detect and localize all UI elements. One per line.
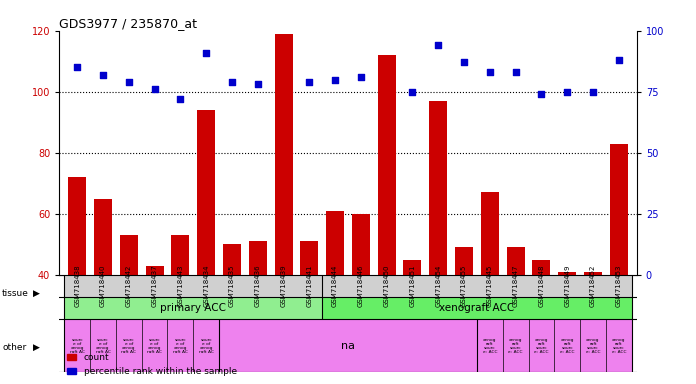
Text: sourc
e of
xenog
raft AC: sourc e of xenog raft AC [147,338,162,354]
Text: GSM718452: GSM718452 [590,265,596,307]
Bar [248,241,267,275]
Text: sourc
e of
xenog
raft AC: sourc e of xenog raft AC [199,338,214,354]
Text: GSM718451: GSM718451 [409,265,416,307]
Bar [197,110,215,275]
Text: primary ACC: primary ACC [160,303,226,313]
Text: GSM718447: GSM718447 [513,265,519,307]
Bar [68,177,86,275]
Bar [120,235,138,275]
Bar [429,101,448,275]
Point [356,74,367,80]
Text: GSM718437: GSM718437 [152,265,157,307]
Point [459,60,470,66]
Text: GSM718439: GSM718439 [280,265,287,307]
Text: GSM718453: GSM718453 [616,265,622,307]
Text: xenog
raft
sourc
e: ACC: xenog raft sourc e: ACC [560,338,574,354]
Bar [532,260,551,275]
Legend: count, percentile rank within the sample: count, percentile rank within the sample [63,350,240,379]
Point [97,71,109,78]
Bar [558,272,576,275]
Text: GSM718444: GSM718444 [332,265,338,307]
Point [149,86,160,93]
Point [72,64,83,70]
Bar [455,247,473,275]
Text: GSM718438: GSM718438 [74,265,80,307]
Text: xenograft ACC: xenograft ACC [439,303,514,313]
Bar [610,144,628,275]
Text: na: na [341,341,355,351]
Text: GSM718450: GSM718450 [383,265,390,307]
Text: xenog
raft
sourc
e: ACC: xenog raft sourc e: ACC [508,338,523,354]
Bar [352,214,370,275]
Bar [507,247,525,275]
Text: sourc
e of
xenog
raft AC: sourc e of xenog raft AC [173,338,188,354]
Point [175,96,186,102]
Text: xenog
raft
sourc
e: ACC: xenog raft sourc e: ACC [586,338,600,354]
Bar [300,241,318,275]
Text: xenog
raft
sourc
e: ACC: xenog raft sourc e: ACC [534,338,548,354]
Text: GSM718435: GSM718435 [229,265,235,307]
Point [407,89,418,95]
Text: sourc
e of
xenog
raft AC: sourc e of xenog raft AC [70,338,85,354]
Point [587,89,599,95]
Point [510,69,521,75]
Point [303,79,315,85]
Point [123,79,134,85]
Text: other: other [2,343,26,352]
Bar [481,192,499,275]
Text: xenog
raft
sourc
e: ACC: xenog raft sourc e: ACC [482,338,497,354]
Bar [404,260,422,275]
Text: xenog
raft
sourc
e: ACC: xenog raft sourc e: ACC [612,338,626,354]
Bar [326,211,344,275]
Text: ▶: ▶ [33,289,40,298]
Text: GSM718442: GSM718442 [126,265,132,307]
Text: tissue: tissue [2,289,29,298]
Point [200,50,212,56]
Point [329,76,340,83]
Text: GSM718454: GSM718454 [435,265,441,307]
Text: GSM718448: GSM718448 [539,265,544,307]
Text: GSM718436: GSM718436 [255,265,261,307]
Text: GSM718446: GSM718446 [358,265,364,307]
Text: sourc
e of
xenog
raft AC: sourc e of xenog raft AC [121,338,136,354]
Bar [378,55,396,275]
Point [562,89,573,95]
Text: GSM718445: GSM718445 [487,265,493,307]
Point [226,79,237,85]
Point [433,42,444,48]
Text: GSM718441: GSM718441 [306,265,313,307]
Text: GSM718443: GSM718443 [177,265,183,307]
Bar [94,199,112,275]
Bar [274,34,292,275]
Bar [223,244,241,275]
Text: GSM718434: GSM718434 [203,265,209,307]
Bar [145,266,164,275]
Text: GSM718440: GSM718440 [100,265,106,307]
Point [613,57,624,63]
Point [252,81,263,88]
Text: GDS3977 / 235870_at: GDS3977 / 235870_at [59,17,197,30]
Bar [584,272,602,275]
Point [381,20,393,26]
Text: ▶: ▶ [33,343,40,352]
Text: GSM718449: GSM718449 [564,265,570,307]
Point [484,69,496,75]
Bar [171,235,189,275]
Text: sourc
e of
xenog
raft AC: sourc e of xenog raft AC [95,338,111,354]
Point [278,18,289,24]
Point [536,91,547,97]
Text: GSM718455: GSM718455 [461,265,467,307]
